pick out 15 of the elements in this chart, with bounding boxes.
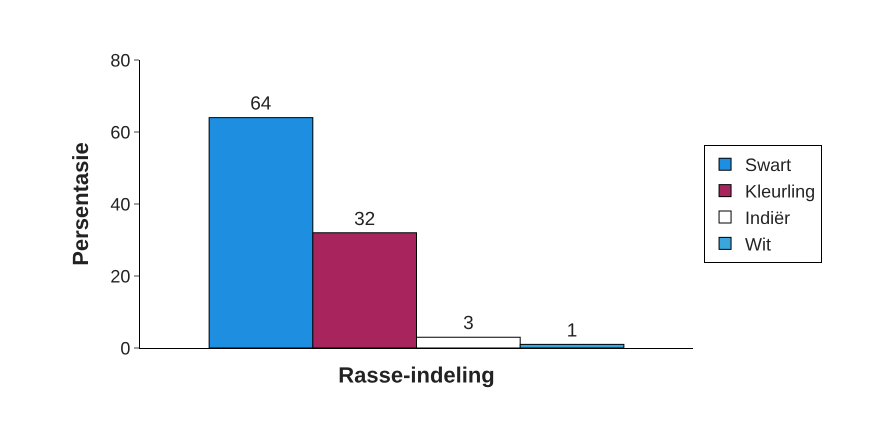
- legend-label: Wit: [745, 234, 772, 254]
- y-tick-label: 80: [110, 50, 130, 70]
- y-tick-label: 40: [110, 194, 130, 214]
- legend-label: Swart: [745, 155, 792, 176]
- legend-label: Kleurling: [745, 182, 816, 202]
- legend-label: Indiër: [745, 208, 790, 228]
- y-axis-title: Persentasie: [68, 142, 94, 266]
- y-tick-label: 0: [120, 338, 130, 358]
- y-tick-label: 20: [110, 266, 130, 286]
- data-label: 1: [566, 320, 578, 342]
- x-axis-title: Rasse-indeling: [338, 362, 495, 388]
- data-label: 64: [250, 94, 272, 115]
- y-tick-label: 60: [110, 122, 130, 142]
- data-label: 3: [463, 313, 474, 334]
- data-label: 32: [354, 208, 376, 230]
